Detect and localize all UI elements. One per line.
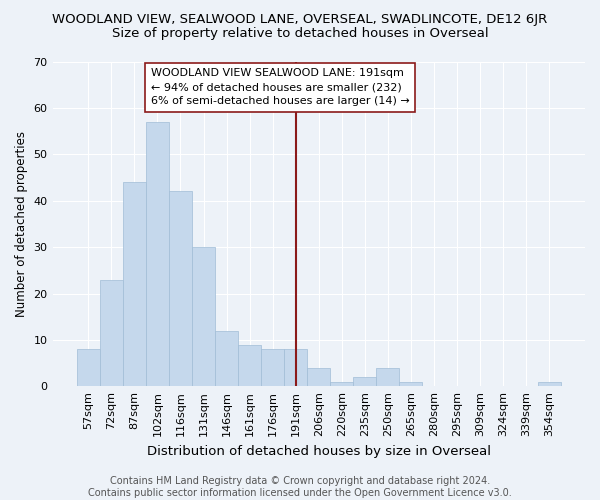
Bar [77, 349, 100, 387]
Bar [307, 368, 330, 386]
Text: Contains HM Land Registry data © Crown copyright and database right 2024.
Contai: Contains HM Land Registry data © Crown c… [88, 476, 512, 498]
Bar [100, 280, 123, 386]
Bar [215, 330, 238, 386]
Text: Size of property relative to detached houses in Overseal: Size of property relative to detached ho… [112, 28, 488, 40]
Bar [261, 349, 284, 387]
X-axis label: Distribution of detached houses by size in Overseal: Distribution of detached houses by size … [147, 444, 491, 458]
Bar [400, 382, 422, 386]
Text: WOODLAND VIEW SEALWOOD LANE: 191sqm
← 94% of detached houses are smaller (232)
6: WOODLAND VIEW SEALWOOD LANE: 191sqm ← 94… [151, 68, 409, 106]
Bar [284, 349, 307, 387]
Bar [353, 377, 376, 386]
Bar [238, 344, 261, 387]
Bar [192, 247, 215, 386]
Bar [146, 122, 169, 386]
Bar [123, 182, 146, 386]
Bar [538, 382, 561, 386]
Bar [169, 192, 192, 386]
Bar [376, 368, 400, 386]
Bar [330, 382, 353, 386]
Text: WOODLAND VIEW, SEALWOOD LANE, OVERSEAL, SWADLINCOTE, DE12 6JR: WOODLAND VIEW, SEALWOOD LANE, OVERSEAL, … [52, 12, 548, 26]
Y-axis label: Number of detached properties: Number of detached properties [15, 131, 28, 317]
